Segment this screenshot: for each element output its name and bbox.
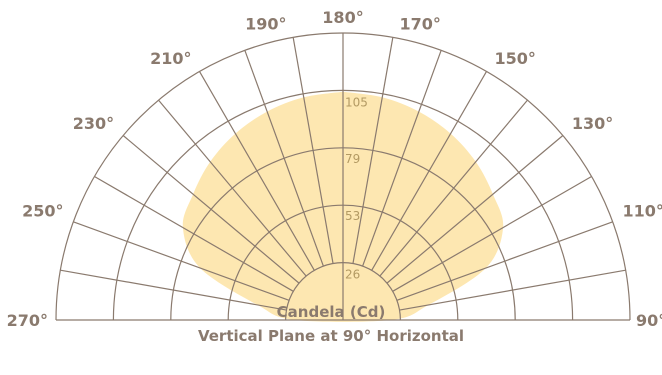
angle-label: 130° [572, 114, 613, 133]
angle-label: 170° [400, 14, 441, 33]
spoke-line [392, 175, 592, 292]
units-label: Candela (Cd) [276, 303, 386, 321]
angle-labels: 270° 250° 230° 210° 190° 180° 170° 150° 130° 110°… [7, 8, 662, 330]
spoke-line [94, 175, 294, 292]
spoke-line [122, 135, 300, 284]
spoke-line [60, 269, 287, 311]
angle-label: 230° [73, 114, 114, 133]
angle-label: 110° [623, 202, 662, 221]
ring-label: 53 [345, 209, 360, 223]
spoke-line [399, 269, 626, 311]
plane-label: Vertical Plane at 90° Horizontal [197, 327, 465, 345]
ring-label: 105 [345, 96, 368, 110]
ring-label: 79 [345, 152, 360, 166]
spoke-line [244, 50, 324, 267]
spoke-line [396, 221, 613, 301]
angle-label: 210° [150, 49, 191, 68]
spoke-line [386, 135, 564, 284]
spoke-line [158, 99, 307, 277]
angle-label: 90° [636, 311, 662, 330]
angle-label: 180° [322, 8, 363, 27]
spoke-line [379, 99, 528, 277]
spoke-line [371, 71, 488, 271]
angle-label: 150° [495, 49, 536, 68]
ring-labels: 26 53 79 105 [345, 96, 368, 282]
spoke-line [198, 71, 315, 271]
angle-label: 270° [7, 311, 48, 330]
spoke-line [352, 37, 394, 264]
angle-label: 250° [22, 202, 63, 221]
spoke-line [362, 50, 442, 267]
spoke-line [73, 221, 290, 301]
ring-label: 26 [345, 267, 360, 281]
polar-grid [55, 32, 631, 321]
angle-label: 190° [245, 14, 286, 33]
spoke-line [292, 37, 334, 264]
